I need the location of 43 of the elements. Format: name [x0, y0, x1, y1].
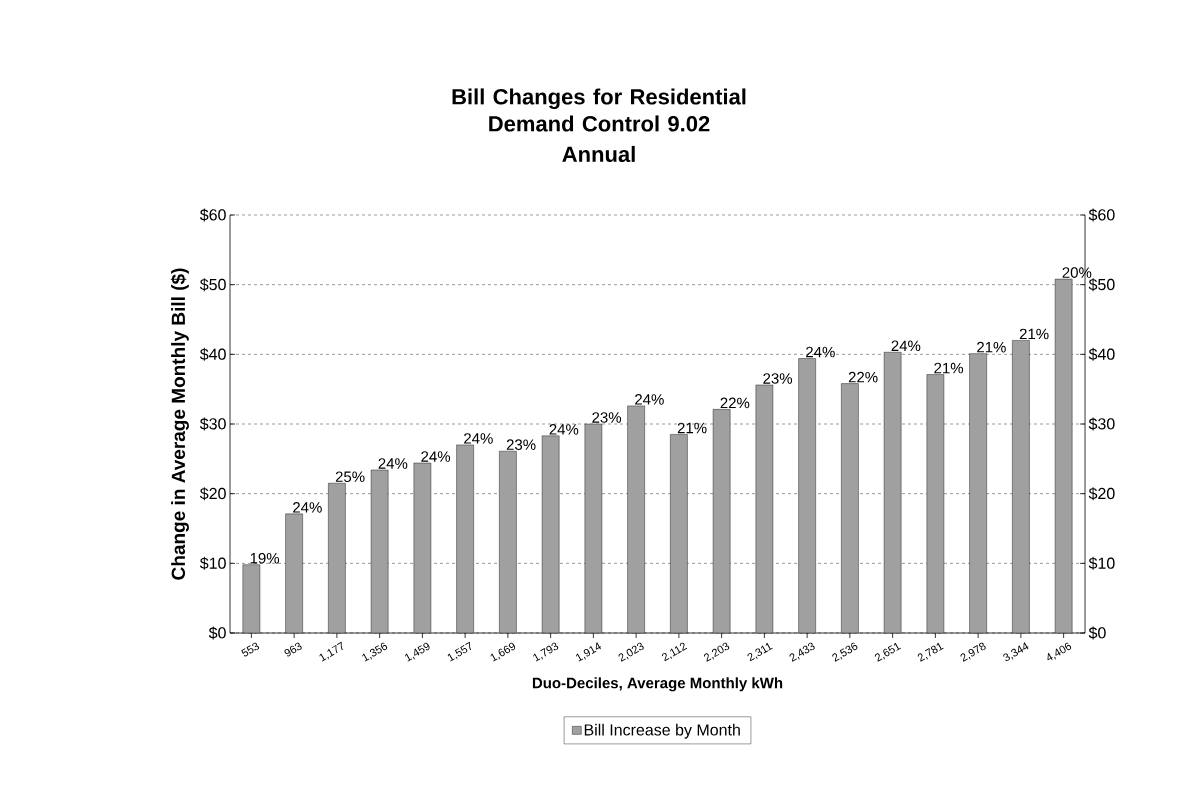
annotation: 19%	[250, 552, 280, 564]
annotation: 21%	[977, 341, 1006, 353]
y-tick-label: $10	[199, 556, 226, 570]
annotation: 20%	[1062, 267, 1092, 278]
legend-label: Bill Increase by Month	[584, 723, 740, 739]
y2-tick-label: $0	[1088, 626, 1106, 640]
y-tick-label: $50	[199, 278, 226, 292]
y-axis-title: Change in Average Monthly Bill ($)	[170, 268, 189, 580]
annotation: 21%	[1019, 328, 1049, 340]
y2-tick-label: $60	[1088, 208, 1115, 222]
annotation: 23%	[506, 439, 536, 450]
y-tick-label: $0	[208, 626, 226, 640]
annotation: 21%	[677, 422, 707, 434]
annotation: 24%	[891, 340, 921, 352]
annotation: 22%	[720, 397, 750, 409]
y2-tick-label: $30	[1088, 417, 1115, 431]
annotation: 22%	[848, 371, 878, 383]
annotation: 25%	[335, 471, 365, 483]
annotation: 23%	[763, 373, 793, 384]
y2-tick-label: $40	[1088, 347, 1115, 361]
x-tick-label: 4,406	[1047, 642, 1072, 661]
y2-tick-label: $20	[1088, 487, 1115, 501]
x-tick-label: 2,311	[747, 642, 773, 662]
x-axis-title: Duo-Deciles, Average Monthly kWh	[532, 677, 783, 692]
y2-tick-label: $10	[1088, 556, 1115, 570]
annotation: 24%	[635, 394, 664, 405]
annotation: 21%	[934, 362, 964, 374]
y2-tick-label: $50	[1088, 278, 1115, 292]
annotation: 24%	[549, 424, 579, 435]
annotation: 24%	[293, 502, 322, 513]
y-tick-label: $30	[199, 417, 226, 431]
y-tick-label: $60	[199, 208, 226, 222]
annotation: 24%	[378, 458, 408, 469]
annotation: 24%	[421, 451, 451, 462]
y-tick-label: $40	[199, 347, 226, 361]
chart-subtitle: Annual	[562, 145, 635, 163]
x-tick-label: 553	[241, 642, 259, 657]
annotation: 24%	[464, 433, 493, 444]
y-tick-label: $20	[199, 487, 226, 501]
chart-title: Bill Changes for Residential Demand Control 9.02	[452, 88, 746, 132]
annotation: 23%	[592, 412, 622, 423]
annotation: 24%	[806, 346, 835, 358]
x-tick-label: 963	[284, 642, 302, 657]
